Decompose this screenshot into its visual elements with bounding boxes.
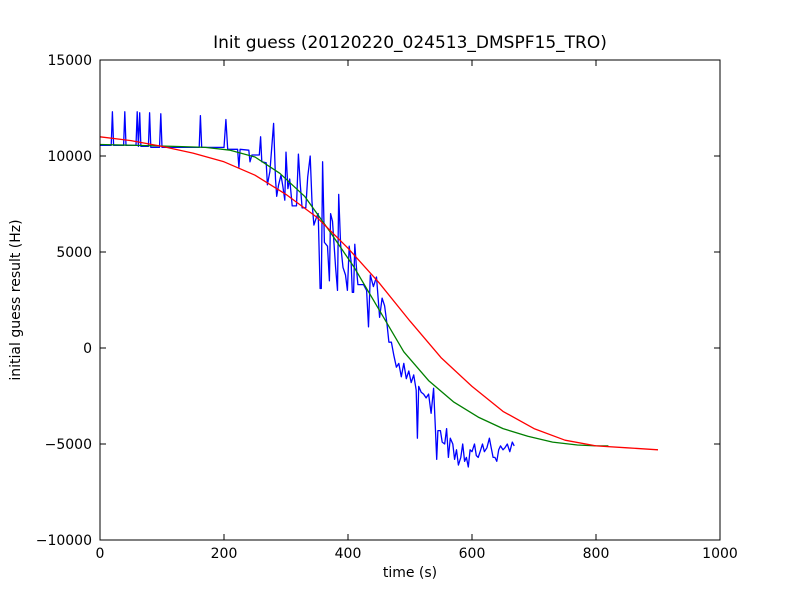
chart-title: Init guess (20120220_024513_DMSPF15_TRO) xyxy=(213,33,607,53)
series-line-0 xyxy=(100,111,515,468)
y-axis-label: initial guess result (Hz) xyxy=(8,219,24,380)
x-axis-label: time (s) xyxy=(383,565,437,581)
series-line-1 xyxy=(99,143,609,447)
tick-layer: 0 200 400 600 800 1000 −10000 −5000 0 5000 10000 15… xyxy=(36,53,738,562)
x-tick-label: 400 xyxy=(335,546,362,562)
x-tick-label: 200 xyxy=(211,546,238,562)
x-tick-label: 1000 xyxy=(702,546,738,562)
series-layer xyxy=(99,111,659,468)
y-tick-label: 0 xyxy=(83,341,92,357)
y-tick-label: −10000 xyxy=(36,533,92,549)
plot-frame xyxy=(99,59,721,541)
x-tick-label: 600 xyxy=(459,546,486,562)
y-tick-label: −5000 xyxy=(45,437,92,453)
y-tick-label: 5000 xyxy=(56,245,92,261)
series-line-2 xyxy=(99,136,659,451)
x-tick-label: 0 xyxy=(96,546,105,562)
y-tick-label: 15000 xyxy=(47,53,92,69)
x-tick-label: 800 xyxy=(583,546,610,562)
y-tick-label: 10000 xyxy=(47,149,92,165)
